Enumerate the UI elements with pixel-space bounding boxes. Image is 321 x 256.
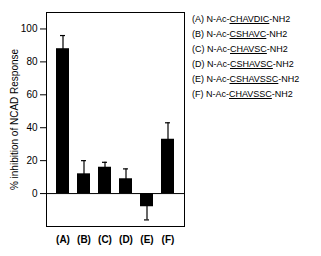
svg-text:100: 100 (21, 23, 38, 34)
svg-text:(F): (F) (162, 234, 175, 245)
svg-text:0: 0 (32, 188, 38, 199)
html-text:(C) N-Ac- CHAVSC -NH2: (C) N-Ac- CHAVSC -NH2 (192, 44, 288, 54)
svg-text:(A): (A) (56, 234, 70, 245)
svg-text:20: 20 (26, 155, 38, 166)
svg-text:40: 40 (26, 122, 38, 133)
svg-text:(C): (C) (98, 234, 112, 245)
html-text:(A) N-Ac- CHAVDIC -NH2: (A) N-Ac- CHAVDIC -NH2 (192, 14, 291, 24)
svg-text:(E): (E) (140, 234, 153, 245)
svg-text:(D): (D) (119, 234, 133, 245)
svg-text:80: 80 (26, 56, 38, 67)
svg-text:% inhibition of NCAD Response: % inhibition of NCAD Response (9, 48, 20, 190)
html-text:(D) N-Ac- CSHAVSC -NH2: (D) N-Ac- CSHAVSC -NH2 (192, 59, 294, 69)
svg-text:60: 60 (26, 89, 38, 100)
html-text:(B) N-Ac- CSHAVC -NH2: (B) N-Ac- CSHAVC -NH2 (192, 29, 288, 39)
html-text:(F) N-Ac- CHAVSSC -NH2: (F) N-Ac- CHAVSSC -NH2 (192, 89, 293, 99)
html-text:(E) N-Ac- CSHAVSSC -NH2: (E) N-Ac- CSHAVSSC -NH2 (192, 74, 300, 84)
svg-text:(B): (B) (77, 234, 91, 245)
